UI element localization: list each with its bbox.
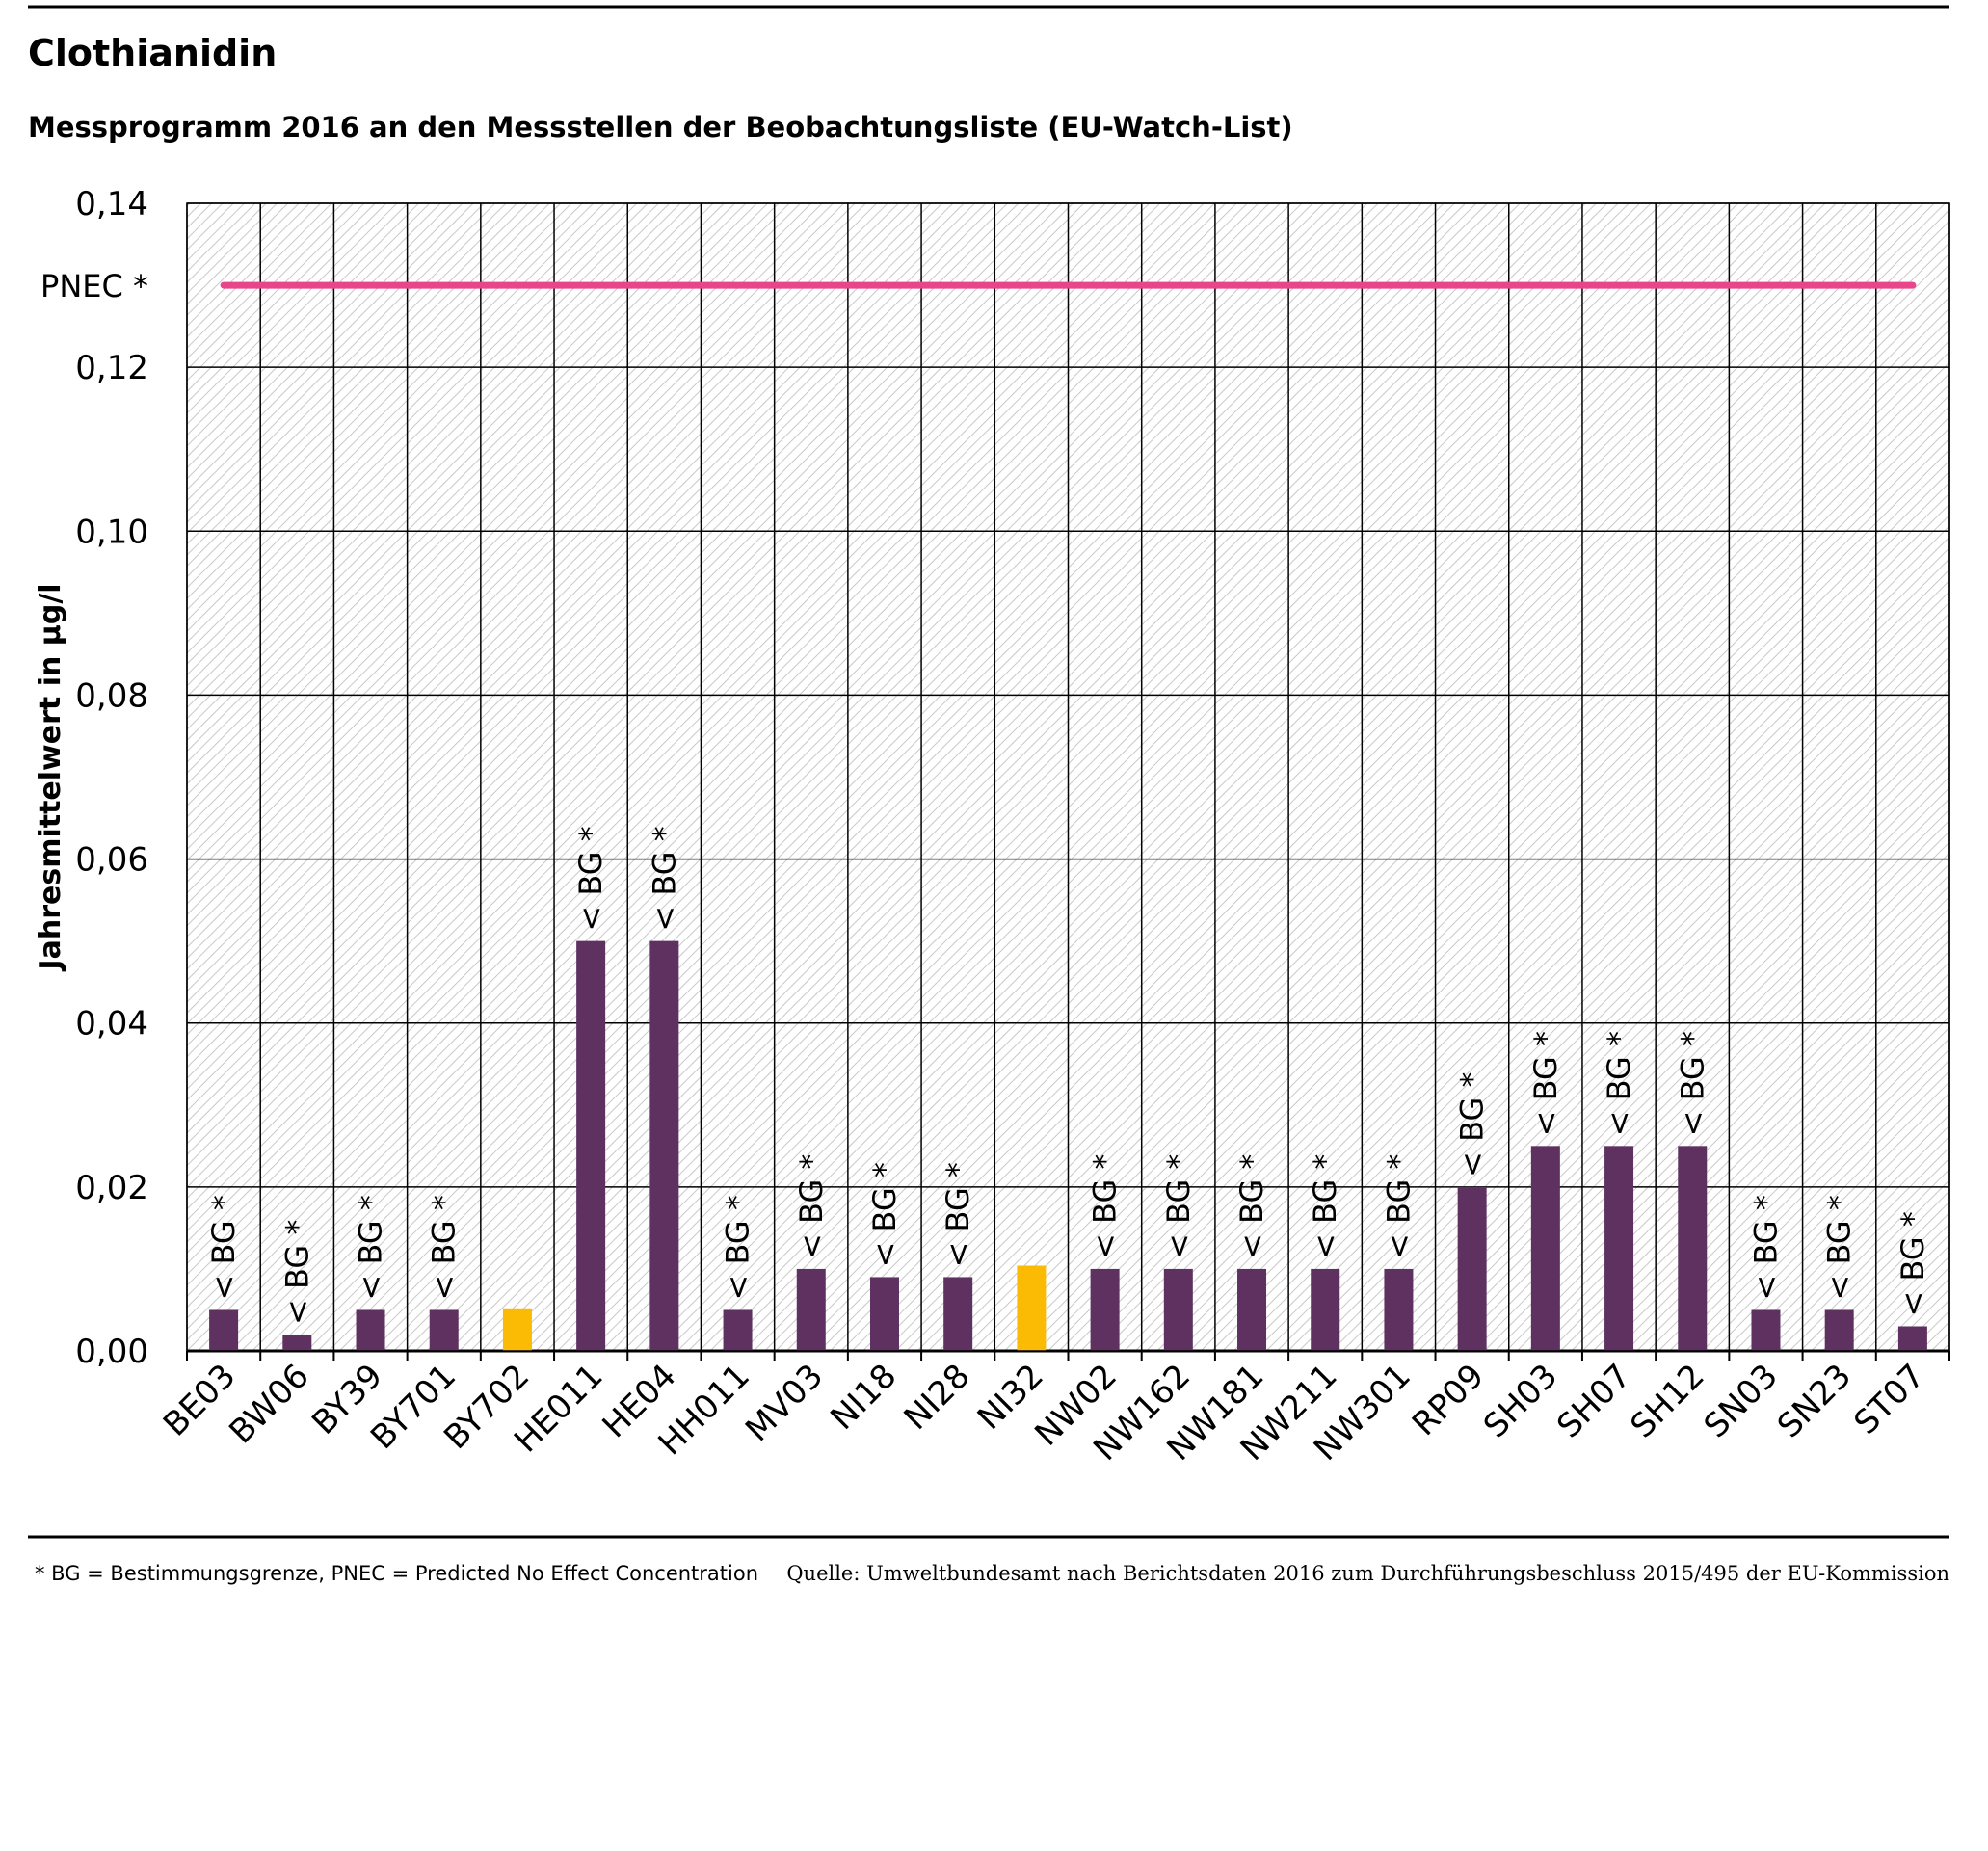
- y-tick-label: 0,00: [75, 1333, 148, 1371]
- value-label: < BG *: [1821, 1195, 1858, 1300]
- value-label: < BG *: [205, 1195, 242, 1300]
- bar: [1457, 1186, 1487, 1351]
- value-label: < BG *: [1674, 1031, 1710, 1136]
- y-tick-label: 0,06: [75, 841, 148, 880]
- source: Quelle: Umweltbundesamt nach Berichtsdat…: [786, 1562, 1949, 1585]
- x-tick-label: SN23: [1770, 1357, 1859, 1445]
- y-tick-label: 0,14: [75, 185, 148, 224]
- value-label: < BG *: [940, 1162, 976, 1267]
- bar: [869, 1277, 899, 1351]
- value-label: < BG *: [1233, 1154, 1270, 1259]
- bar: [1017, 1265, 1047, 1351]
- value-label: < BG *: [572, 826, 609, 931]
- value-label: < BG *: [353, 1195, 389, 1300]
- x-tick-label: NI28: [897, 1357, 978, 1438]
- value-label: < BG *: [1087, 1154, 1124, 1259]
- value-label: < BG *: [720, 1195, 756, 1300]
- bar: [1530, 1146, 1560, 1351]
- value-label: < BG *: [1601, 1031, 1637, 1136]
- bar: [1384, 1268, 1414, 1351]
- value-label: < BG *: [1454, 1072, 1491, 1177]
- x-tick-label: RP09: [1405, 1357, 1492, 1443]
- bar: [649, 940, 679, 1351]
- bar: [1090, 1268, 1120, 1351]
- bar: [943, 1277, 973, 1351]
- bar: [429, 1309, 459, 1351]
- y-tick-label: 0,02: [75, 1169, 148, 1207]
- value-label: < BG *: [1380, 1154, 1417, 1259]
- y-tick-label: 0,10: [75, 513, 148, 551]
- value-label: < BG *: [866, 1162, 903, 1267]
- x-tick-label: NI18: [823, 1357, 904, 1438]
- bar: [502, 1308, 532, 1351]
- value-label: < BG *: [278, 1220, 315, 1325]
- value-label: < BG *: [1527, 1031, 1564, 1136]
- bar: [209, 1309, 239, 1351]
- value-label: < BG *: [1747, 1195, 1784, 1300]
- y-tick-label: 0,12: [75, 349, 148, 387]
- bar: [1237, 1268, 1267, 1351]
- bar: [282, 1334, 312, 1351]
- value-label: < BG *: [1160, 1154, 1197, 1259]
- y-tick-label: 0,08: [75, 676, 148, 715]
- bar: [1678, 1146, 1708, 1351]
- y-axis-title: Jahresmittelwert in µg/l: [34, 583, 67, 971]
- reference-label: PNEC *: [40, 268, 148, 304]
- x-tick-label: SH03: [1476, 1357, 1565, 1445]
- x-tick-label: MV03: [738, 1357, 831, 1449]
- bar: [1897, 1326, 1927, 1351]
- value-label: < BG *: [1307, 1154, 1343, 1259]
- bar: [1604, 1146, 1634, 1351]
- plot-frame: [186, 202, 1950, 1352]
- x-tick-label: SN03: [1697, 1357, 1786, 1445]
- bar: [356, 1309, 385, 1351]
- bar: [1311, 1268, 1340, 1351]
- bar: [723, 1309, 753, 1351]
- value-label: < BG *: [426, 1195, 463, 1300]
- bar: [796, 1268, 826, 1351]
- x-tick-label: SH12: [1623, 1357, 1711, 1445]
- chart-subtitle: Messprogramm 2016 an den Messstellen der…: [28, 111, 1293, 144]
- x-tick-label: ST07: [1846, 1357, 1932, 1442]
- bar: [576, 940, 606, 1351]
- chart-title: Clothianidin: [28, 32, 277, 74]
- footnote: * BG = Bestimmungsgrenze, PNEC = Predict…: [35, 1562, 758, 1585]
- value-label: < BG *: [793, 1154, 830, 1259]
- x-tick-label: BW06: [222, 1357, 316, 1451]
- x-tick-label: SH07: [1550, 1357, 1638, 1445]
- bar: [1751, 1309, 1781, 1351]
- bar: [1163, 1268, 1193, 1351]
- value-label: < BG *: [1895, 1211, 1931, 1316]
- y-tick-label: 0,04: [75, 1005, 148, 1044]
- value-label: < BG *: [646, 826, 682, 931]
- bar: [1824, 1309, 1854, 1351]
